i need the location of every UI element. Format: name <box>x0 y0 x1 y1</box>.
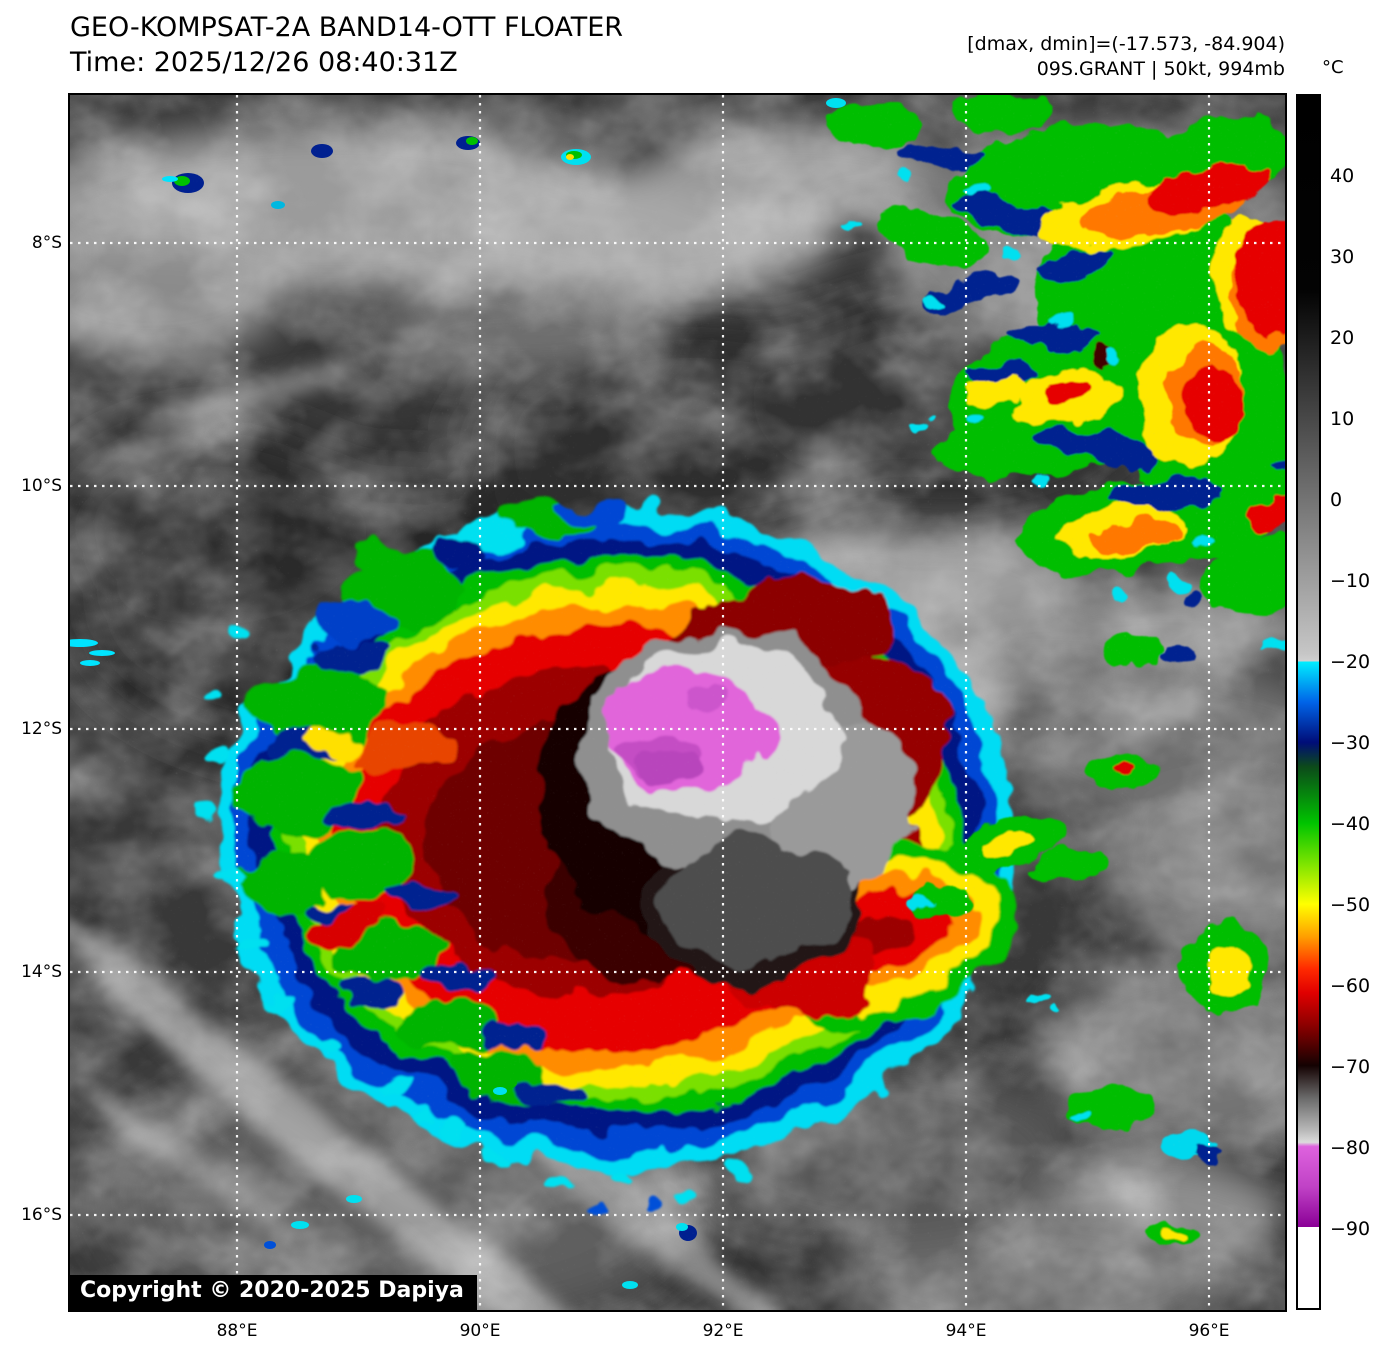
time-label: Time: 2025/12/26 08:40:31Z <box>70 47 458 78</box>
header-right-block: [dmax, dmin]=(-17.573, -84.904) 09S.GRAN… <box>967 32 1285 82</box>
colorbar-tick-label: −20 <box>1330 651 1371 673</box>
colorbar-tick-label: −40 <box>1330 813 1371 835</box>
lon-tick-label: 96°E <box>1188 1321 1230 1341</box>
satellite-imagery <box>70 95 1285 1310</box>
lat-tick-label: 14°S <box>21 962 62 982</box>
colorbar-tick-label: 40 <box>1330 165 1355 187</box>
colorbar-tick-label: −60 <box>1330 975 1371 997</box>
satellite-map-panel: Copyright © 2020-2025 Dapiya <box>68 93 1287 1312</box>
colorbar-tick-label: −80 <box>1330 1137 1371 1159</box>
pixel-grain-overlay <box>70 95 1285 1310</box>
colorbar-tick-label: −70 <box>1330 1056 1371 1078</box>
lat-tick-label: 12°S <box>21 719 62 739</box>
colorbar-tick-label: 10 <box>1330 408 1355 430</box>
colorbar-tick-label: −90 <box>1330 1218 1371 1240</box>
lon-tick-label: 92°E <box>702 1321 744 1341</box>
lat-tick-label: 16°S <box>21 1205 62 1225</box>
colorbar-tick-label: 20 <box>1330 327 1355 349</box>
colorbar-tick-label: −50 <box>1330 894 1371 916</box>
lon-tick-label: 94°E <box>945 1321 987 1341</box>
lat-tick-label: 8°S <box>31 233 62 253</box>
lon-tick-label: 90°E <box>459 1321 501 1341</box>
colorbar-tick-label: −30 <box>1330 732 1371 754</box>
temperature-colorbar <box>1296 94 1321 1310</box>
gridlines <box>70 95 1285 1310</box>
copyright-badge: Copyright © 2020-2025 Dapiya <box>70 1275 477 1310</box>
colorbar-tick-label: 0 <box>1330 489 1343 511</box>
colorbar-tick-label: −10 <box>1330 570 1371 592</box>
storm-info-label: 09S.GRANT | 50kt, 994mb <box>1036 58 1285 80</box>
page-title: GEO-KOMPSAT-2A BAND14-OTT FLOATER <box>70 12 624 43</box>
colorbar-tick-label: 30 <box>1330 246 1355 268</box>
colorbar-unit-label: °C <box>1322 57 1344 78</box>
lon-tick-label: 88°E <box>216 1321 258 1341</box>
dmax-dmin-label: [dmax, dmin]=(-17.573, -84.904) <box>967 33 1285 55</box>
lat-tick-label: 10°S <box>21 476 62 496</box>
